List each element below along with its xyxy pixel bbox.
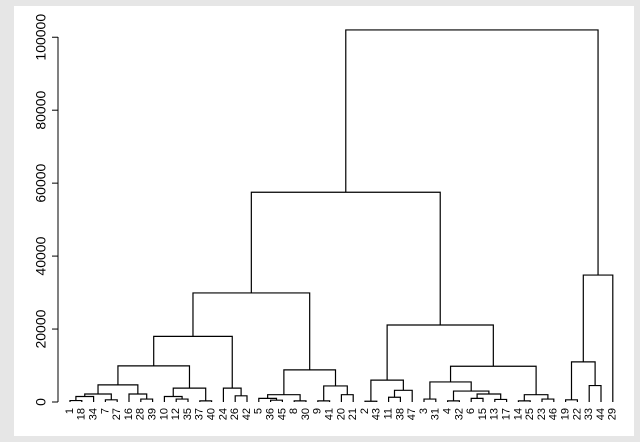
leaf-label: 16 <box>123 408 135 420</box>
leaf-label: 17 <box>501 408 513 420</box>
leaf-label: 36 <box>265 408 277 420</box>
merge-link <box>175 398 189 402</box>
leaf-label: 33 <box>583 408 595 420</box>
leaf-label: 14 <box>512 408 524 420</box>
leaf-label: 15 <box>477 408 489 420</box>
leaf-label: 38 <box>394 408 406 420</box>
merge-link <box>153 335 233 389</box>
leaf-label: 42 <box>241 408 253 420</box>
leaf-label: 19 <box>560 408 572 420</box>
leaf-label: 11 <box>383 408 395 419</box>
leaf-label: 12 <box>170 408 182 420</box>
leaf-label: 29 <box>607 408 619 420</box>
merge-link <box>423 398 437 402</box>
leaf-label: 21 <box>347 408 359 420</box>
leaf-label: 8 <box>288 408 300 414</box>
leaf-label: 44 <box>595 408 607 420</box>
leaf-label: 10 <box>158 408 170 420</box>
plot-background <box>14 6 634 436</box>
leaf-label: 41 <box>324 408 336 420</box>
y-tick-label: 20000 <box>33 309 49 348</box>
merge-link <box>317 400 331 402</box>
y-tick-label: 40000 <box>33 236 49 275</box>
y-tick-label: 0 <box>33 398 49 406</box>
merge-link <box>340 394 354 402</box>
leaf-label: 28 <box>135 408 147 420</box>
y-tick-label: 60000 <box>33 163 49 202</box>
leaf-label: 13 <box>489 408 501 420</box>
leaf-label: 6 <box>465 408 477 414</box>
leaf-label: 31 <box>430 408 442 420</box>
merge-link <box>345 29 599 276</box>
leaf-label: 30 <box>300 408 312 420</box>
leaf-label: 40 <box>206 408 218 420</box>
merge-link <box>523 394 549 401</box>
leaf-label: 7 <box>99 408 111 414</box>
leaf-label: 23 <box>536 408 548 420</box>
leaf-label: 46 <box>548 408 560 420</box>
merge-link <box>588 384 602 402</box>
merge-link <box>293 400 307 402</box>
merge-link <box>267 394 301 401</box>
leaf-label: 45 <box>276 408 288 420</box>
leaf-label: 1 <box>64 408 76 414</box>
merge-link <box>447 400 460 402</box>
merge-link <box>163 395 183 402</box>
merge-link <box>517 400 531 402</box>
leaf-label: 4 <box>442 408 454 414</box>
leaf-label: 39 <box>147 408 159 420</box>
merge-link <box>393 389 413 402</box>
leaf-label: 20 <box>335 408 347 420</box>
leaf-label: 26 <box>229 408 241 420</box>
leaf-label: 2 <box>359 408 371 414</box>
merge-link <box>140 398 154 402</box>
leaf-label: 43 <box>371 408 383 420</box>
leaf-label: 3 <box>418 408 430 414</box>
merge-link <box>117 365 191 389</box>
leaf-label: 35 <box>182 408 194 420</box>
leaf-label: 18 <box>76 408 88 420</box>
leaf-label: 47 <box>406 408 418 420</box>
merge-link <box>250 191 441 326</box>
merge-link <box>199 400 213 402</box>
merge-link <box>494 398 508 402</box>
merge-link <box>541 398 555 402</box>
leaf-label: 37 <box>194 408 206 420</box>
merge-link <box>69 399 83 402</box>
leaf-label: 5 <box>253 408 265 414</box>
merge-link <box>283 369 337 395</box>
leaf-label: 22 <box>571 408 583 420</box>
leaf-label: 34 <box>88 408 100 420</box>
merge-link <box>75 395 95 402</box>
leaf-label: 25 <box>524 408 536 420</box>
leaf-label: 9 <box>312 408 324 414</box>
merge-link <box>582 274 614 402</box>
leaf-label: 27 <box>111 408 123 420</box>
y-tick-label: 80000 <box>33 91 49 130</box>
y-tick-label: 100000 <box>33 14 49 61</box>
leaf-label: 32 <box>453 408 465 420</box>
leaf-label: 24 <box>217 408 229 420</box>
